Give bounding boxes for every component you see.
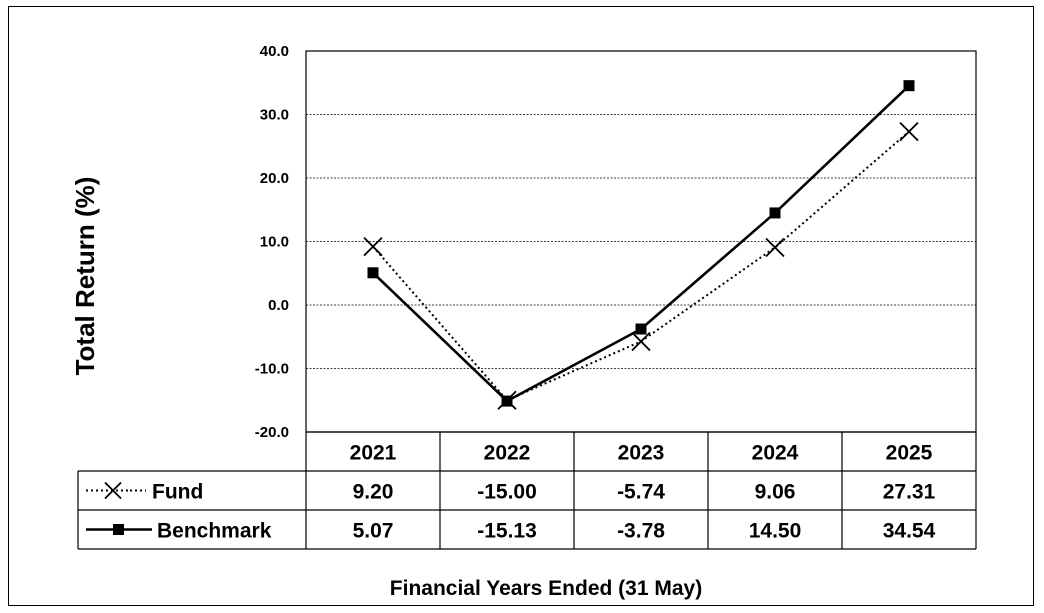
data-table: 2021 2022 2023 2024 2025 Fund 9.20 -15.00 -5.74 9… — [77, 431, 977, 550]
data-point-benchmark — [903, 80, 915, 92]
data-label: 9.20 — [353, 481, 394, 504]
x-tick-label: 2021 — [350, 442, 397, 465]
legend-benchmark-marker — [113, 524, 124, 535]
series-group — [363, 80, 919, 410]
legend-fund-marker — [104, 481, 122, 500]
y-tick-label: -10.0 — [255, 361, 289, 378]
legend-label: Benchmark — [157, 520, 272, 543]
x-tick-label: 2025 — [886, 442, 933, 465]
x-axis-label: Financial Years Ended (31 May) — [390, 577, 702, 600]
data-label: -3.78 — [617, 520, 665, 543]
data-label: -5.74 — [617, 481, 665, 504]
data-point-benchmark — [501, 395, 513, 407]
grid-lines — [306, 114, 976, 369]
x-tick-label: 2022 — [484, 442, 531, 465]
data-point-fund — [899, 121, 919, 142]
legend-label: Fund — [152, 481, 203, 504]
y-tick-label: 30.0 — [260, 107, 289, 124]
data-label: 27.31 — [883, 481, 936, 504]
data-point-fund — [765, 237, 785, 258]
y-tick-label: 10.0 — [260, 234, 289, 251]
data-label: -15.00 — [477, 481, 537, 504]
series-line-benchmark — [372, 84, 910, 403]
y-tick-label: 0.0 — [268, 297, 289, 314]
chart-frame — [8, 6, 1034, 606]
data-point-benchmark — [635, 323, 647, 335]
data-label: 9.06 — [755, 481, 796, 504]
y-axis-label: Total Return (%) — [70, 177, 100, 376]
data-point-benchmark — [769, 207, 781, 219]
data-point-fund — [631, 331, 651, 352]
y-tick-label: -20.0 — [255, 424, 289, 441]
y-tick-label: 20.0 — [260, 170, 289, 187]
data-label: 5.07 — [353, 520, 394, 543]
data-point-benchmark — [367, 267, 379, 279]
series-line-fund — [372, 130, 910, 402]
x-tick-label: 2023 — [618, 442, 665, 465]
y-tick-label: 40.0 — [260, 43, 289, 60]
x-tick-label: 2024 — [752, 442, 799, 465]
data-label: 34.54 — [883, 520, 936, 543]
data-point-fund — [363, 236, 383, 257]
plot-area — [305, 50, 977, 433]
data-label: -15.13 — [477, 520, 537, 543]
y-axis-ticks: -20.0 -10.0 0.0 10.0 20.0 30.0 40.0 — [255, 43, 289, 441]
data-label: 14.50 — [749, 520, 802, 543]
